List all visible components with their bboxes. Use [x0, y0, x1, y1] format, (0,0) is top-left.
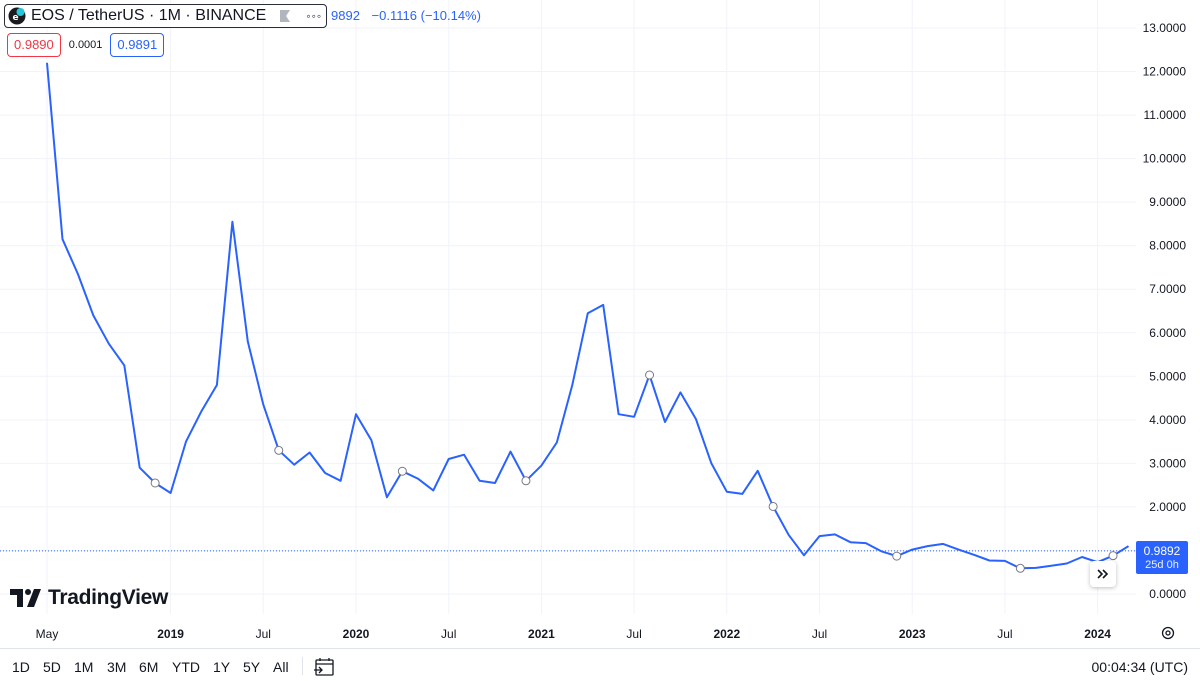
range-5y-button[interactable]: 5Y [243, 659, 261, 675]
data-point-marker [1015, 563, 1025, 573]
range-5d-button[interactable]: 5D [43, 659, 61, 675]
y-tick-label: 4.0000 [1149, 413, 1186, 427]
price-change: 9892 −0.1116 (−10.14%) [331, 8, 481, 23]
y-tick-label: 13.0000 [1143, 21, 1187, 35]
range-all-button[interactable]: All [273, 659, 289, 675]
data-point-marker [892, 551, 902, 561]
buy-button[interactable]: 0.9891 [110, 33, 165, 57]
data-point-marker [274, 445, 284, 455]
y-tick-label: 9.0000 [1149, 195, 1186, 209]
y-tick-label: 0.0000 [1149, 587, 1186, 601]
range-1m-button[interactable]: 1M [74, 659, 94, 675]
y-tick-label: 12.0000 [1143, 65, 1187, 79]
logo-text: TradingView [48, 586, 169, 609]
utc-clock: 00:04:34 (UTC) [1091, 659, 1188, 675]
spread-value: 0.0001 [68, 39, 103, 51]
tradingview-logo[interactable]: TradingView [10, 586, 168, 610]
y-tick-label: 8.0000 [1149, 239, 1186, 253]
range-1d-button[interactable]: 1D [12, 659, 30, 675]
y-tick-label: 2.0000 [1149, 500, 1186, 514]
data-point-marker [521, 476, 531, 486]
price-change-abs: −0.1116 [371, 8, 417, 23]
last-price-tag: 0.9892 25d 0h [1136, 541, 1188, 574]
x-tick-label: Jul [626, 627, 641, 641]
y-tick-label: 6.0000 [1149, 326, 1186, 340]
x-tick-label: 2024 [1084, 627, 1111, 641]
data-point-marker [768, 501, 778, 511]
y-tick-label: 11.0000 [1144, 108, 1187, 122]
sell-button[interactable]: 0.9890 [7, 33, 61, 57]
x-tick-label: 2022 [713, 627, 740, 641]
calendar-goto-icon[interactable] [313, 657, 335, 677]
series-line [46, 62, 1130, 570]
tradingview-logo-icon [10, 589, 41, 607]
flag-icon[interactable] [278, 9, 292, 23]
symbol-title: EOS / TetherUS · 1M · BINANCE [31, 7, 267, 24]
more-icon[interactable]: ◦◦◦ [306, 9, 323, 23]
x-tick-label: Jul [812, 627, 827, 641]
toolbar-separator [302, 657, 303, 675]
double-chevron-right-icon [1097, 569, 1109, 579]
data-point-marker [1108, 551, 1118, 561]
scroll-to-realtime-button[interactable] [1090, 561, 1116, 587]
range-1y-button[interactable]: 1Y [213, 659, 231, 675]
y-tick-label: 3.0000 [1149, 456, 1186, 470]
eos-coin-icon: e [8, 7, 26, 25]
y-tick-label: 10.0000 [1143, 152, 1187, 166]
x-tick-label: Jul [256, 627, 271, 641]
buy-sell-row: 0.9890 0.0001 0.9891 [7, 33, 165, 57]
bottom-toolbar: 1D 5D 1M 3M 6M YTD 1Y 5Y All 00:04:34 (U… [0, 648, 1200, 681]
range-6m-button[interactable]: 6M [139, 659, 159, 675]
x-tick-label: 2020 [343, 627, 370, 641]
range-3m-button[interactable]: 3M [107, 659, 127, 675]
last-price-value: 0.9892 [1143, 544, 1181, 558]
y-tick-label: 5.0000 [1149, 369, 1186, 383]
price-change-partial: 9892 [331, 8, 360, 23]
x-tick-label: 2021 [528, 627, 555, 641]
data-point-marker [150, 478, 160, 488]
data-point-marker [397, 466, 407, 476]
x-tick-label: Jul [997, 627, 1012, 641]
svg-text:e: e [12, 13, 18, 23]
range-ytd-button[interactable]: YTD [172, 659, 200, 675]
price-change-pct: (−10.14%) [420, 8, 481, 23]
bar-countdown: 25d 0h [1145, 559, 1179, 571]
x-tick-label: Jul [441, 627, 456, 641]
symbol-legend[interactable]: e EOS / TetherUS · 1M · BINANCE ◦◦◦ [4, 4, 328, 28]
x-tick-label: 2023 [899, 627, 926, 641]
symbol-box[interactable]: e EOS / TetherUS · 1M · BINANCE ◦◦◦ [4, 4, 328, 28]
gear-icon[interactable] [1160, 625, 1176, 641]
x-tick-label: May [36, 627, 59, 641]
data-point-marker [645, 370, 655, 380]
y-tick-label: 7.0000 [1149, 282, 1186, 296]
x-tick-label: 2019 [157, 627, 184, 641]
